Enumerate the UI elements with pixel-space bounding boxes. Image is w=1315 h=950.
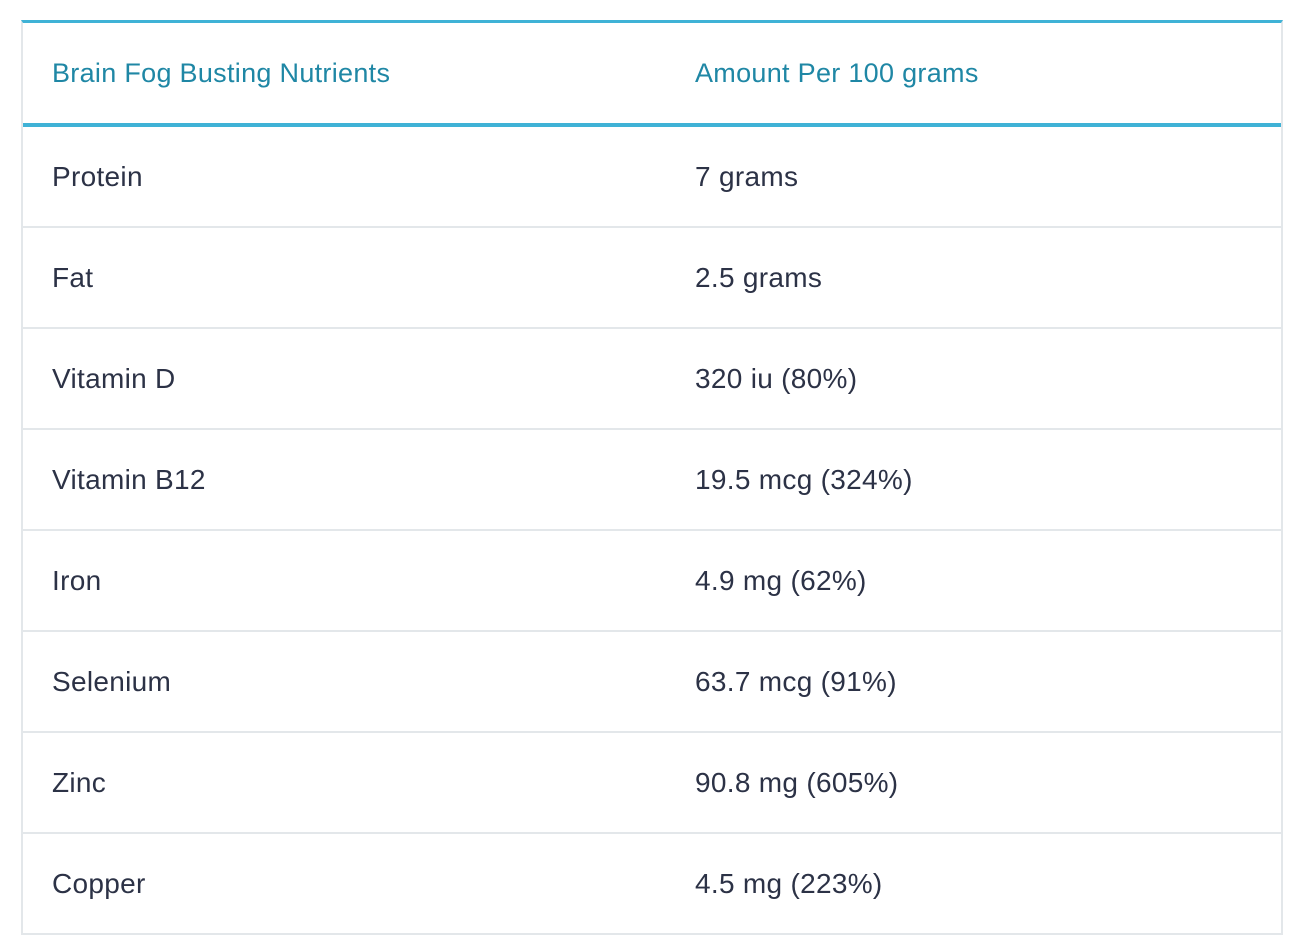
table-header-row: Brain Fog Busting Nutrients Amount Per 1… [23,23,1281,127]
table-row: Selenium 63.7 mcg (91%) [23,632,1281,733]
nutrient-cell: Protein [52,160,143,192]
amount-cell: 320 iu (80%) [695,362,858,394]
table-row: Iron 4.9 mg (62%) [23,531,1281,632]
table-row: Vitamin D 320 iu (80%) [23,329,1281,430]
amount-cell: 7 grams [695,160,799,192]
table-row: Protein 7 grams [23,127,1281,228]
amount-cell: 4.5 mg (223%) [695,867,883,899]
amount-cell: 2.5 grams [695,261,823,293]
amount-cell: 19.5 mcg (324%) [695,463,913,495]
nutrient-cell: Vitamin D [52,362,176,394]
column-header-nutrient: Brain Fog Busting Nutrients [52,57,391,88]
table-row: Fat 2.5 grams [23,228,1281,329]
amount-cell: 90.8 mg (605%) [695,766,899,798]
table-row: Copper 4.5 mg (223%) [23,834,1281,935]
nutrient-cell: Selenium [52,665,172,697]
nutrient-cell: Vitamin B12 [52,463,206,495]
nutrients-table: Brain Fog Busting Nutrients Amount Per 1… [21,20,1283,935]
amount-cell: 63.7 mcg (91%) [695,665,897,697]
nutrient-cell: Iron [52,564,102,596]
table-row: Zinc 90.8 mg (605%) [23,733,1281,834]
nutrient-cell: Zinc [52,766,107,798]
table-row: Vitamin B12 19.5 mcg (324%) [23,430,1281,531]
column-header-amount: Amount Per 100 grams [695,57,979,88]
amount-cell: 4.9 mg (62%) [695,564,867,596]
nutrient-cell: Fat [52,261,94,293]
nutrient-cell: Copper [52,867,146,899]
